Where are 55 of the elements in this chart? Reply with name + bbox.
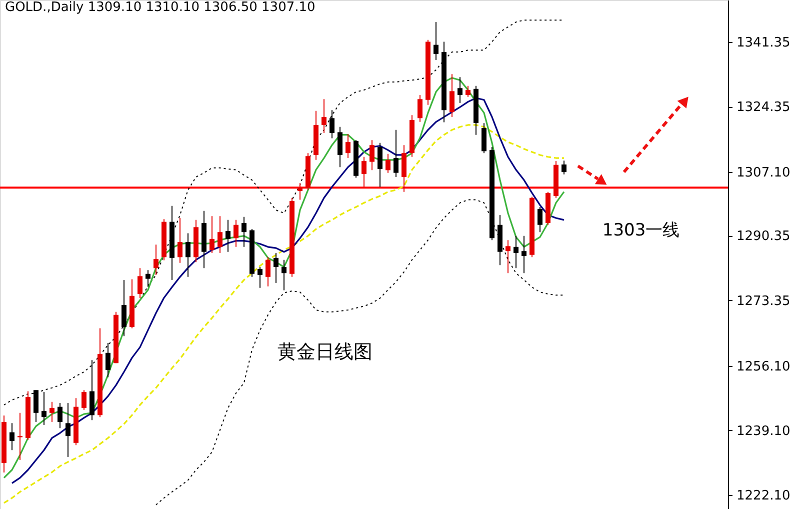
candlestick bbox=[506, 240, 510, 274]
candlestick bbox=[522, 235, 526, 274]
candlestick bbox=[434, 22, 438, 61]
y-tick-label: 1273.35 bbox=[736, 294, 790, 309]
candlestick bbox=[106, 342, 110, 378]
candlestick bbox=[242, 216, 246, 248]
ref-line-label: 1303一线 bbox=[602, 220, 680, 241]
candlestick bbox=[210, 216, 214, 254]
candlestick bbox=[10, 422, 14, 451]
candlestick bbox=[386, 153, 390, 174]
candlestick bbox=[42, 392, 46, 426]
candlestick bbox=[178, 218, 182, 264]
candlestick bbox=[82, 390, 86, 410]
candlestick bbox=[266, 256, 270, 287]
candlestick bbox=[322, 98, 326, 134]
chart-title: GOLD.,Daily 1309.10 1310.10 1306.50 1307.10 bbox=[5, 0, 316, 15]
candlestick bbox=[370, 140, 374, 171]
candlestick bbox=[338, 126, 342, 168]
y-tick-label: 1222.10 bbox=[736, 488, 790, 504]
y-tick-label: 1239.10 bbox=[736, 424, 790, 439]
candlestick bbox=[186, 232, 190, 278]
candlestick bbox=[346, 134, 350, 159]
candlestick bbox=[258, 266, 262, 288]
candlestick bbox=[394, 129, 398, 178]
y-tick-label: 1307.10 bbox=[736, 166, 790, 181]
candlestick bbox=[562, 160, 566, 175]
candlestick bbox=[466, 85, 470, 98]
candlestick bbox=[298, 182, 302, 200]
candlestick bbox=[50, 401, 54, 423]
candlestick bbox=[154, 244, 158, 276]
y-tick-label: 1256.10 bbox=[736, 359, 790, 374]
candlestick bbox=[58, 402, 62, 429]
candlestick bbox=[538, 206, 542, 233]
candlestick bbox=[234, 219, 238, 248]
candlestick bbox=[138, 268, 142, 299]
candlestick bbox=[362, 156, 366, 188]
candlestick bbox=[274, 252, 278, 284]
y-tick-label: 1341.35 bbox=[736, 35, 790, 50]
y-tick-label: 1324.35 bbox=[736, 100, 790, 116]
candlestick bbox=[458, 76, 462, 104]
candlestick bbox=[402, 144, 406, 192]
candlestick bbox=[378, 142, 382, 188]
candlestick bbox=[226, 219, 230, 252]
candlestick bbox=[282, 259, 286, 291]
candlestick bbox=[450, 74, 454, 118]
y-tick-label: 1290.35 bbox=[736, 229, 790, 244]
candlestick bbox=[146, 270, 150, 288]
candlestick bbox=[514, 235, 518, 269]
candlestick bbox=[218, 216, 222, 254]
annotation: 黄金日线图 bbox=[278, 341, 372, 363]
candlestick bbox=[66, 402, 70, 458]
candlestick bbox=[122, 279, 126, 337]
candlestick bbox=[418, 94, 422, 122]
candlestick bbox=[482, 122, 486, 154]
candlestick bbox=[330, 110, 334, 139]
